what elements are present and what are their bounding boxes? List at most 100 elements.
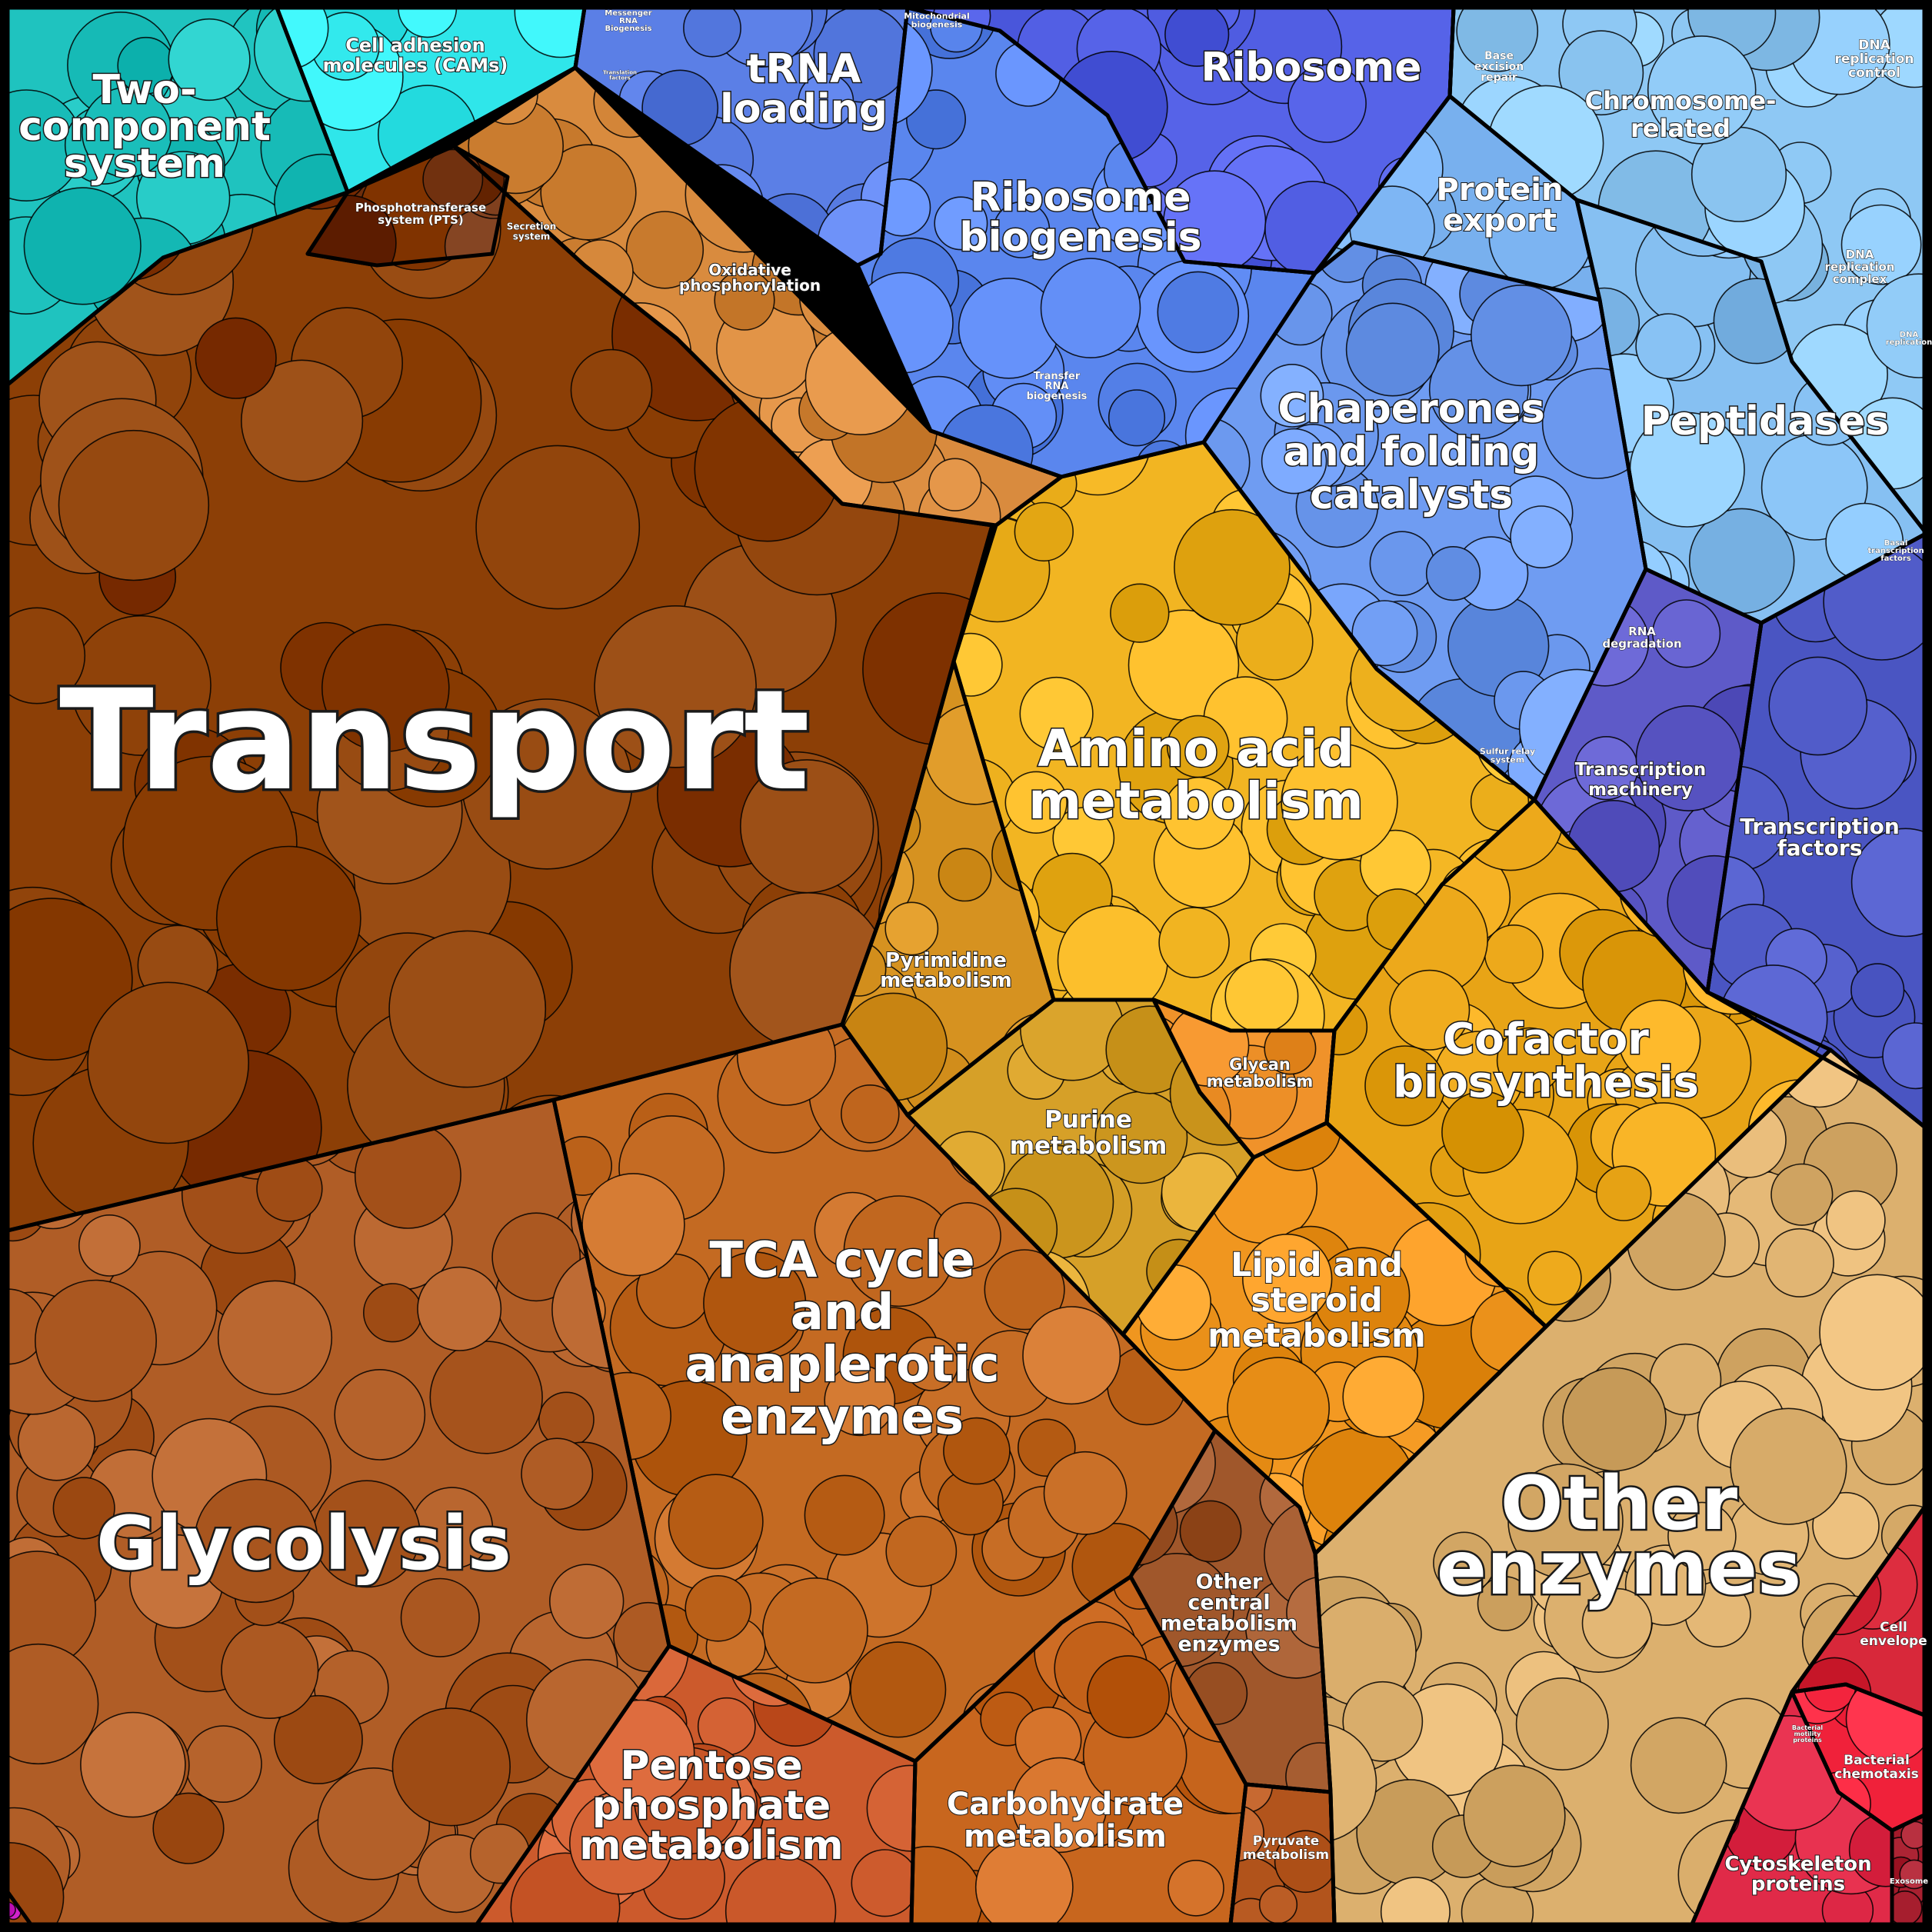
label-line: Pyrimidine xyxy=(885,949,1007,972)
protein-cell xyxy=(866,1764,915,1852)
label-line: biogenesis xyxy=(911,20,963,30)
protein-cell xyxy=(1425,545,1481,601)
protein-cell xyxy=(52,1477,115,1540)
protein-cell xyxy=(334,1369,426,1461)
label-chaperones: Chaperones and folding catalysts xyxy=(1277,386,1544,518)
protein-cell xyxy=(1342,1355,1424,1438)
label-line: anaplerotic xyxy=(685,1337,999,1394)
label-line: motility xyxy=(1794,1730,1822,1737)
label-transport: Transport xyxy=(59,661,810,821)
label-line: proteins xyxy=(1793,1737,1822,1744)
label-dna-replication-control: DNA replication control xyxy=(1834,38,1914,81)
protein-cell xyxy=(1770,1163,1834,1226)
protein-cell xyxy=(1812,1491,1880,1560)
label-amino-acid: Amino acid metabolism xyxy=(1028,719,1364,831)
label-line: related xyxy=(1631,114,1730,143)
protein-cell xyxy=(1364,1045,1446,1127)
label-lipid: Lipid and steroid metabolism xyxy=(1208,1246,1426,1355)
label-line: Lipid and xyxy=(1231,1246,1403,1284)
protein-cell xyxy=(1581,1587,1653,1659)
label-transfer-rna: Transfer RNA biogenesis xyxy=(1027,371,1088,402)
protein-cell xyxy=(851,1849,915,1917)
protein-cell xyxy=(1261,428,1327,495)
label-line: excision xyxy=(1474,61,1524,73)
protein-cell xyxy=(1158,907,1230,978)
label-line: metabolism xyxy=(1028,771,1364,831)
protein-cell xyxy=(1866,273,1924,378)
label-pentose: Pentose phosphate metabolism xyxy=(579,1743,843,1869)
protein-cell xyxy=(417,1266,502,1351)
label-line: RNA xyxy=(1628,625,1656,638)
protein-cell xyxy=(491,1212,581,1302)
label-line: Cell adhesion xyxy=(345,35,485,56)
protein-cell xyxy=(804,1474,885,1556)
label-line: system xyxy=(64,141,225,187)
label-secretion: Secretion system xyxy=(507,222,557,242)
label-cytoskeleton: Cytoskeleton proteins xyxy=(1724,1853,1871,1896)
label-line: export xyxy=(1443,203,1557,238)
label-line: envelope xyxy=(1860,1634,1927,1649)
protein-cell xyxy=(1882,1022,1924,1090)
label-line: metabolism xyxy=(880,969,1012,992)
protein-cell xyxy=(904,1337,959,1391)
region-border xyxy=(305,144,510,268)
label-line: Pentose xyxy=(620,1743,802,1789)
protein-cell xyxy=(1174,508,1291,626)
label-dna-replication: DNA replication xyxy=(1886,331,1932,347)
label-line: DNA xyxy=(1846,248,1874,261)
protein-cell xyxy=(885,1515,958,1587)
label-pyrimidine: Pyrimidine metabolism xyxy=(880,949,1012,992)
label-other-central: Other central metabolism enzymes xyxy=(1161,1571,1297,1657)
protein-cell xyxy=(1433,1531,1496,1594)
protein-cell xyxy=(1274,1830,1334,1894)
protein-cell xyxy=(1899,1859,1924,1890)
label-line: Bacterial xyxy=(1844,1753,1910,1768)
label-line: transcription xyxy=(1867,547,1924,555)
protein-cell xyxy=(943,1417,1011,1485)
region-border xyxy=(5,1890,33,1927)
protein-cell xyxy=(78,1214,141,1277)
protein-cell xyxy=(429,1341,543,1454)
protein-cell xyxy=(1819,1274,1924,1391)
protein-cell xyxy=(1342,1681,1424,1762)
protein-cell xyxy=(974,1837,1074,1924)
protein-cell xyxy=(850,1641,947,1738)
protein-cell xyxy=(1040,258,1141,358)
label-line: and xyxy=(791,1284,894,1341)
protein-cell xyxy=(1507,1463,1624,1580)
label-line: phosphate xyxy=(592,1783,831,1829)
label-glycolysis: Glycolysis xyxy=(96,1501,511,1587)
protein-cell xyxy=(168,18,251,102)
protein-cell xyxy=(1157,271,1240,354)
label-line: tRNA xyxy=(747,46,861,92)
label-pts: Phosphotransferase system (PTS) xyxy=(355,201,486,227)
label-cams: Cell adhesion molecules (CAMs) xyxy=(323,35,508,76)
protein-cell xyxy=(184,1725,262,1803)
protein-cell xyxy=(195,317,277,399)
protein-cell xyxy=(1667,1501,1737,1571)
label-line: machinery xyxy=(1588,780,1693,800)
protein-cell xyxy=(1224,959,1299,1031)
label-line: Two- xyxy=(92,67,196,113)
protein-cell xyxy=(934,196,988,251)
label-oxphos: Oxidative phosphorylation xyxy=(679,261,821,295)
protein-cell xyxy=(1764,1227,1834,1297)
protein-cell xyxy=(739,759,874,894)
label-line: Bacterial xyxy=(1792,1724,1824,1731)
label-line: complex xyxy=(1833,272,1887,286)
label-line: Carbohydrate xyxy=(947,1787,1184,1822)
label-line: Transport xyxy=(59,661,810,821)
label-line: Amino acid xyxy=(1038,719,1354,778)
protein-cell xyxy=(521,1437,594,1511)
protein-cell xyxy=(1527,1251,1582,1306)
label-glycan: Glycan metabolism xyxy=(1207,1055,1314,1091)
label-line: enzymes xyxy=(721,1389,964,1446)
label-basal-tf: Basal transcription factors xyxy=(1867,539,1924,563)
label-line: Mitochondrial xyxy=(904,12,970,22)
protein-cell xyxy=(933,1202,1001,1271)
label-ribosome: Ribosome xyxy=(1201,45,1422,91)
protein-cell xyxy=(703,1251,807,1355)
label-line: metabolism xyxy=(1161,1612,1297,1636)
label-line: component xyxy=(18,104,271,150)
